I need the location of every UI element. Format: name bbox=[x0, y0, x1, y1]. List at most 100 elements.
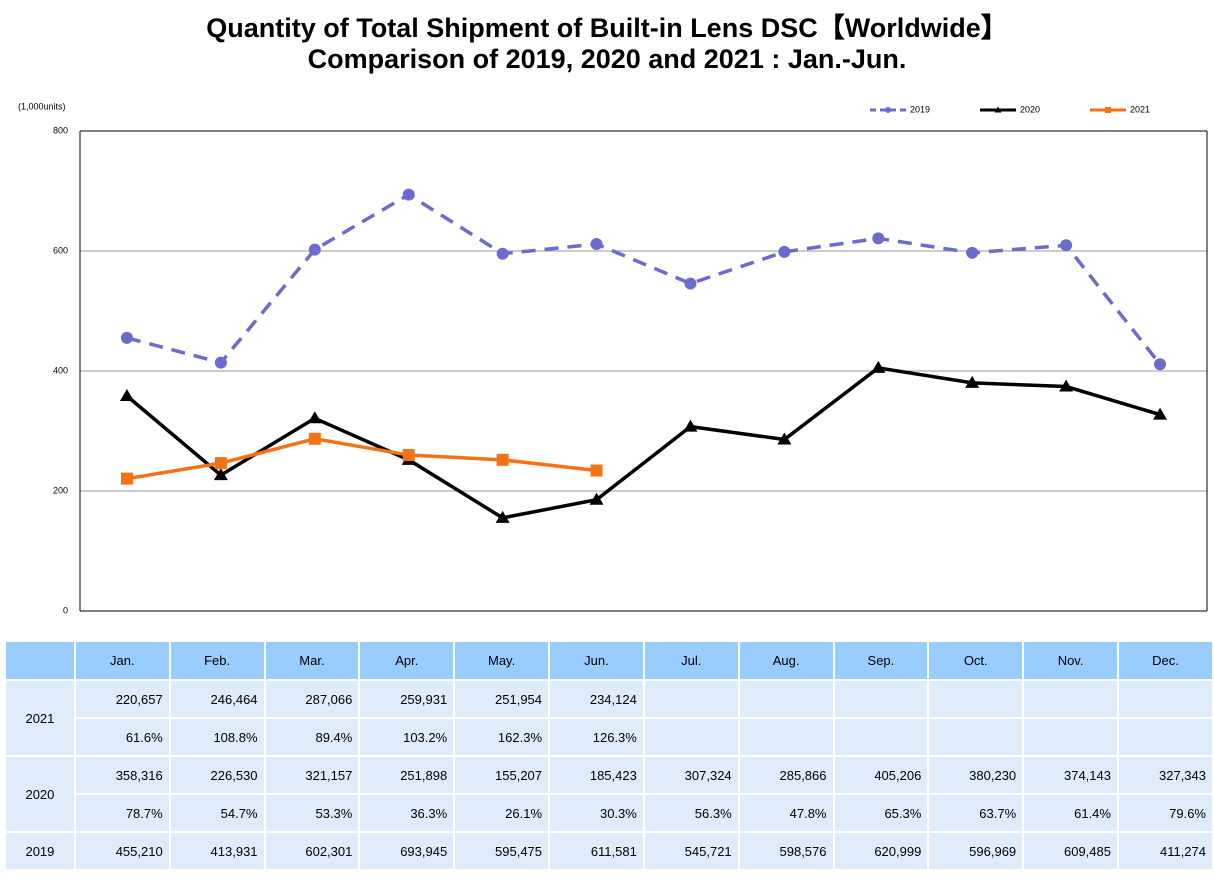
y-tick-label: 200 bbox=[53, 485, 68, 495]
table-cell bbox=[1022, 717, 1119, 757]
table-cell: 405,206 bbox=[832, 755, 930, 795]
table-cell: 307,324 bbox=[642, 755, 740, 795]
table-cell: 162.3% bbox=[453, 717, 551, 757]
table-cell: 26.1% bbox=[453, 793, 551, 833]
table-cell: 36.3% bbox=[358, 793, 456, 833]
point bbox=[778, 245, 791, 258]
table-cell: Mar. bbox=[263, 640, 361, 681]
table-cell bbox=[737, 679, 835, 719]
table-cell: 287,066 bbox=[263, 679, 361, 719]
table-cell: 65.3% bbox=[832, 793, 930, 833]
point bbox=[308, 243, 321, 256]
series-line bbox=[125, 366, 1161, 520]
table-cell: 155,207 bbox=[453, 755, 551, 795]
table-cell bbox=[4, 640, 76, 681]
table-row: 78.7% 54.7% 53.3% 36.3% 26.1% 30.3% 56.3% 47.8%… bbox=[5, 793, 1214, 833]
point bbox=[684, 277, 697, 290]
point bbox=[965, 375, 980, 388]
table-cell: 693,945 bbox=[358, 831, 456, 871]
table-cell: 30.3% bbox=[548, 793, 645, 833]
table-cell bbox=[927, 717, 1025, 757]
y-tick-label: 800 bbox=[53, 125, 68, 135]
y-axis-label: (1,000units) bbox=[18, 101, 66, 111]
table-row: 2020 358,316 226,530 321,157 251,898 155,207 1… bbox=[4, 755, 1214, 833]
table-cell: 285,866 bbox=[737, 755, 835, 795]
point bbox=[402, 449, 415, 462]
point bbox=[120, 331, 133, 344]
point bbox=[589, 492, 604, 505]
table-cell: Jun. bbox=[548, 640, 645, 681]
point bbox=[119, 389, 134, 402]
chart-subtitle: Comparison of 2019, 2020 and 2021 : Jan.… bbox=[307, 44, 907, 74]
table-cell bbox=[832, 679, 930, 719]
table-cell: 413,931 bbox=[168, 831, 266, 871]
point bbox=[214, 457, 227, 470]
legend-marker bbox=[885, 107, 891, 113]
point bbox=[402, 188, 415, 201]
table-cell: Oct. bbox=[927, 640, 1025, 681]
table-cell: Apr. bbox=[358, 640, 456, 681]
table-row: 2019 455,210 413,931 602,301 693,945 595,475 6… bbox=[4, 831, 1214, 871]
series-line bbox=[126, 436, 597, 481]
point bbox=[590, 238, 603, 251]
point bbox=[871, 360, 886, 373]
point bbox=[1060, 239, 1073, 252]
table-cell: Nov. bbox=[1022, 640, 1119, 681]
table-cell bbox=[832, 717, 930, 757]
point bbox=[308, 432, 321, 445]
table-cell: 595,475 bbox=[453, 831, 551, 871]
table-cell: Sep. bbox=[832, 640, 930, 681]
table-row: Jan. Feb. Mar. Apr. May. Jun. Jul. Aug. Sep. Oct.… bbox=[4, 640, 1214, 681]
table-cell: 321,157 bbox=[263, 755, 361, 795]
table-cell bbox=[1116, 679, 1214, 719]
point bbox=[213, 468, 228, 481]
y-tick-label: 400 bbox=[53, 365, 68, 375]
point bbox=[1153, 407, 1168, 420]
data-table: Jan. Feb. Mar. Apr. May. Jun. Jul. Aug. Sep. Oct.… bbox=[4, 640, 1214, 871]
point bbox=[120, 472, 133, 485]
table-cell: 598,576 bbox=[737, 831, 835, 871]
point bbox=[495, 510, 510, 523]
table-cell: 126.3% bbox=[548, 717, 645, 757]
table-cell: 103.2% bbox=[358, 717, 456, 757]
table-cell: 2020 bbox=[4, 755, 76, 833]
point bbox=[307, 411, 322, 424]
table-cell: 63.7% bbox=[927, 793, 1025, 833]
table-cell: 56.3% bbox=[642, 793, 740, 833]
table-cell: Feb. bbox=[168, 640, 266, 681]
y-tick-label: 600 bbox=[53, 245, 68, 255]
table-cell: 327,343 bbox=[1116, 755, 1214, 795]
point bbox=[966, 246, 979, 259]
table-cell: May. bbox=[453, 640, 551, 681]
table-cell: 108.8% bbox=[168, 717, 266, 757]
table-cell: 596,969 bbox=[927, 831, 1025, 871]
table-cell: 234,124 bbox=[548, 679, 645, 719]
table-cell: 251,954 bbox=[453, 679, 551, 719]
table-cell bbox=[642, 717, 740, 757]
point bbox=[872, 232, 885, 245]
table-cell: 374,143 bbox=[1022, 755, 1119, 795]
series-line bbox=[126, 192, 1162, 366]
legend-marker bbox=[1105, 107, 1111, 113]
table-cell: 185,423 bbox=[548, 755, 645, 795]
table-cell: 2019 bbox=[4, 831, 76, 871]
table-cell: 380,230 bbox=[927, 755, 1025, 795]
point bbox=[496, 247, 509, 260]
point bbox=[590, 464, 603, 477]
point bbox=[683, 419, 698, 432]
table-cell: 79.6% bbox=[1116, 793, 1214, 833]
table-cell: 246,464 bbox=[168, 679, 266, 719]
table-cell: 78.7% bbox=[73, 793, 171, 833]
y-tick-label: 0 bbox=[63, 605, 68, 615]
table-cell: 545,721 bbox=[642, 831, 740, 871]
table-row: 2021 220,657 246,464 287,066 259,931 251,954 2… bbox=[4, 679, 1214, 757]
table-cell: 602,301 bbox=[263, 831, 361, 871]
chart-title: Quantity of Total Shipment of Built-in L… bbox=[206, 13, 1008, 43]
table-cell: 220,657 bbox=[73, 679, 171, 719]
legend-label: 2020 bbox=[1020, 104, 1040, 114]
point bbox=[1059, 379, 1074, 392]
table-cell: 611,581 bbox=[548, 831, 645, 871]
table-cell: 455,210 bbox=[73, 831, 171, 871]
table-cell: 2021 bbox=[4, 679, 76, 757]
table-cell: 47.8% bbox=[737, 793, 835, 833]
